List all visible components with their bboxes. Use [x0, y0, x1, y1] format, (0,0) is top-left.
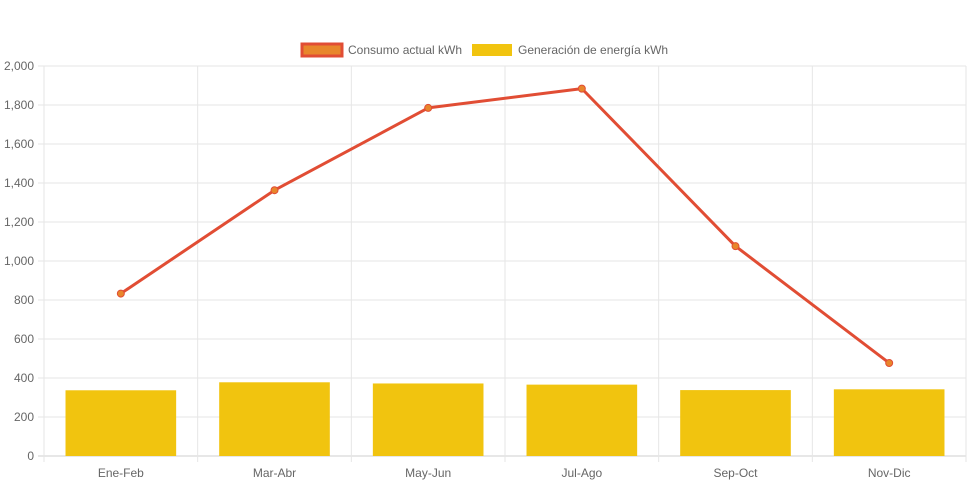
y-tick-label: 0 [27, 449, 34, 463]
legend-item-generacion[interactable]: Generación de energía kWh [472, 43, 668, 57]
bar-Mar-Abr [219, 382, 330, 456]
line-point-Sep-Oct [731, 242, 740, 251]
bar-Sep-Oct [680, 390, 791, 456]
line-point-Mar-Abr [270, 186, 279, 195]
line-point-Nov-Dic [885, 358, 894, 367]
y-tick-label: 200 [14, 410, 34, 424]
x-tick-label: Nov-Dic [868, 466, 911, 480]
bar-May-Jun [372, 383, 484, 456]
bar-series [65, 382, 945, 456]
y-axis: 0 200 400 600 800 1,000 1,200 1,400 1,600 1,800 2,… [4, 59, 34, 463]
x-tick-label: Mar-Abr [253, 466, 296, 480]
x-tick-label: Jul-Ago [561, 466, 602, 480]
bar-Jul-Ago [526, 384, 638, 456]
x-tick-label: May-Jun [405, 466, 451, 480]
legend-swatch [300, 42, 344, 58]
legend-swatch [472, 44, 512, 56]
line-point-Ene-Feb [116, 289, 125, 298]
x-axis: Ene-Feb Mar-Abr May-Jun Jul-Ago Sep-Oct Nov-D… [98, 466, 911, 480]
y-tick-label: 1,800 [4, 98, 34, 112]
y-tick-label: 1,400 [4, 176, 34, 190]
consumo-line [119, 87, 891, 365]
y-tick-label: 400 [14, 371, 34, 385]
y-tick-label: 2,000 [4, 59, 34, 73]
y-tick-label: 1,000 [4, 254, 34, 268]
line-point-May-Jun [424, 103, 433, 112]
legend-label: Generación de energía kWh [518, 43, 668, 57]
y-tick-label: 800 [14, 293, 34, 307]
x-tick-label: Sep-Oct [713, 466, 758, 480]
y-tick-label: 1,600 [4, 137, 34, 151]
bar-Nov-Dic [833, 389, 945, 456]
line-point-Jul-Ago [577, 84, 586, 93]
legend-label: Consumo actual kWh [348, 43, 462, 57]
bar-Ene-Feb [65, 390, 177, 456]
grid-lines [38, 65, 967, 462]
x-tick-label: Ene-Feb [98, 466, 144, 480]
legend-item-consumo[interactable]: Consumo actual kWh [300, 42, 462, 58]
legend: Consumo actual kWh Generación de energía … [300, 42, 668, 58]
y-tick-label: 600 [14, 332, 34, 346]
line-series [116, 84, 894, 367]
y-tick-label: 1,200 [4, 215, 34, 229]
